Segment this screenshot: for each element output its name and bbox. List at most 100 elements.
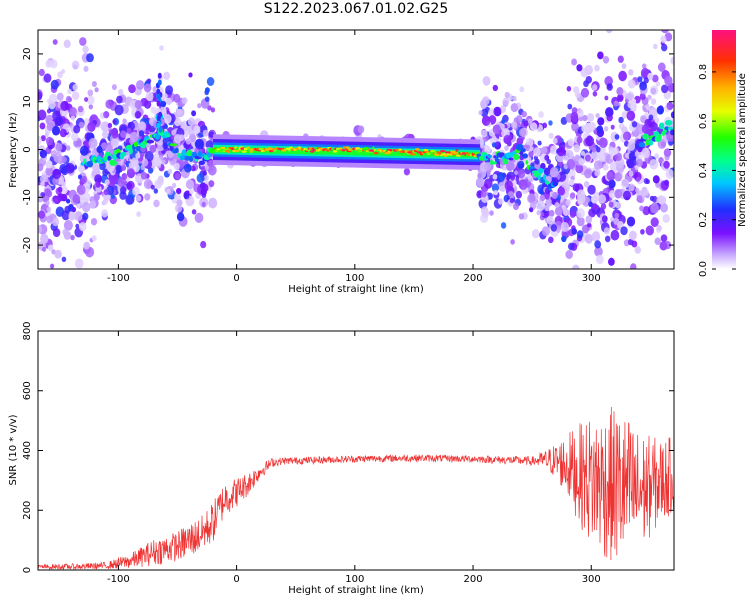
heatmap-cell <box>445 151 449 154</box>
heatmap-cell <box>596 146 601 153</box>
heatmap-cell <box>568 242 575 251</box>
heatmap-cell <box>163 71 171 81</box>
heatmap-cell <box>110 193 115 200</box>
colorbar: 0.0 0.2 0.4 0.6 0.8 Normalized spectral ampl… <box>698 30 748 277</box>
heatmap-cell <box>57 71 63 79</box>
heatmap-cell <box>289 146 293 149</box>
heatmap-cell <box>509 198 514 204</box>
x-tick-label: 0 <box>233 273 239 284</box>
heatmap-cell <box>220 146 226 150</box>
heatmap-cell <box>40 180 45 187</box>
heatmap-cell <box>483 162 492 171</box>
heatmap-cell <box>161 159 166 165</box>
heatmap-cell <box>560 222 570 232</box>
heatmap-cell <box>40 233 49 244</box>
heatmap-cell <box>518 179 528 191</box>
heatmap-cell <box>636 176 641 182</box>
heatmap-cell <box>591 147 597 153</box>
heatmap-cell <box>598 153 606 162</box>
heatmap-cell <box>663 148 672 158</box>
colorbar-tick-label: 0.6 <box>698 113 709 129</box>
heatmap-cell <box>202 129 209 137</box>
heatmap-cell <box>210 107 216 113</box>
heatmap-cell <box>147 167 154 174</box>
heatmap-cell <box>631 98 637 105</box>
heatmap-cell <box>207 165 217 176</box>
heatmap-cell <box>45 200 50 206</box>
heatmap-cell <box>572 264 580 269</box>
heatmap-cell <box>46 206 52 213</box>
heatmap-cell <box>216 148 221 151</box>
heatmap-cell <box>658 122 665 130</box>
heatmap-cell <box>59 163 68 174</box>
heatmap-cell <box>76 203 81 209</box>
heatmap-cell <box>544 154 550 161</box>
heatmap-cell <box>591 202 598 211</box>
heatmap-cell <box>628 238 634 246</box>
heatmap-cell <box>89 200 97 209</box>
spectrogram-x-label: Height of straight line (km) <box>288 284 424 295</box>
heatmap-cell <box>630 102 637 111</box>
heatmap-cell <box>636 158 643 167</box>
heatmap-cell <box>635 187 640 193</box>
heatmap-cell <box>45 166 53 176</box>
y-tick-label: 20 <box>22 48 33 61</box>
heatmap-cell <box>76 184 86 196</box>
heatmap-cell <box>90 218 98 226</box>
y-tick-label: 0 <box>22 146 33 152</box>
heatmap-cell <box>438 152 442 155</box>
heatmap-cell <box>40 135 46 142</box>
heatmap-cell <box>581 224 590 234</box>
heatmap-cell <box>654 117 660 124</box>
heatmap-cell <box>585 135 595 147</box>
heatmap-cell <box>341 149 346 152</box>
heatmap-cell <box>591 231 601 242</box>
heatmap-cell <box>199 182 206 190</box>
heatmap-cell <box>410 153 416 156</box>
heatmap-cell <box>610 275 614 280</box>
heatmap-cell <box>43 73 52 83</box>
heatmap-cell <box>144 150 154 162</box>
heatmap-cell <box>596 125 603 134</box>
heatmap-cell <box>554 206 564 217</box>
heatmap-cell <box>639 81 647 91</box>
heatmap-cell <box>205 87 210 93</box>
heatmap-cell <box>193 125 201 134</box>
heatmap-cell <box>38 163 44 172</box>
heatmap-cell <box>594 64 600 72</box>
heatmap-cell <box>197 150 203 158</box>
heatmap-cell <box>176 199 183 207</box>
heatmap-cell <box>515 190 522 199</box>
heatmap-cell <box>653 131 660 137</box>
heatmap-cell <box>627 79 636 89</box>
heatmap-cell <box>38 210 46 219</box>
heatmap-cell <box>104 179 110 186</box>
heatmap-cell <box>576 136 583 144</box>
heatmap-cell <box>554 202 560 208</box>
heatmap-cell <box>109 173 119 185</box>
heatmap-cell <box>94 174 102 184</box>
heatmap-cell <box>52 217 60 227</box>
heatmap-cell <box>508 157 514 161</box>
heatmap-cell <box>145 91 154 102</box>
heatmap-cell <box>201 201 206 207</box>
heatmap-cell <box>456 154 461 157</box>
heatmap-cell <box>95 181 101 188</box>
heatmap-cell <box>657 195 666 205</box>
heatmap-cell <box>489 210 494 216</box>
heatmap-cell <box>640 115 647 123</box>
heatmap-cell <box>567 138 575 147</box>
heatmap-cell <box>566 159 576 170</box>
heatmap-cell <box>594 246 603 257</box>
heatmap-cell <box>203 174 209 181</box>
heatmap-cell <box>552 137 558 144</box>
heatmap-cell <box>288 149 291 152</box>
heatmap-cell <box>88 138 98 149</box>
heatmap-cell <box>609 25 614 30</box>
heatmap-cell <box>38 91 43 101</box>
heatmap-cell <box>625 152 630 159</box>
heatmap-cell <box>525 137 534 148</box>
heatmap-cell <box>197 103 202 109</box>
heatmap-cell <box>46 215 53 224</box>
heatmap-cell <box>664 75 673 86</box>
